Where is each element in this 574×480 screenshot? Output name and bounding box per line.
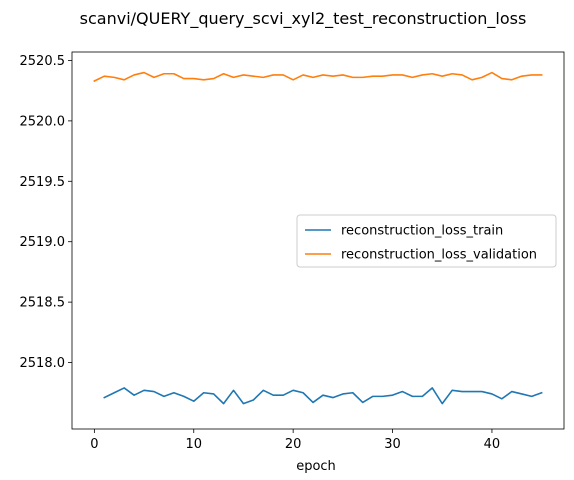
chart-title: scanvi/QUERY_query_scvi_xyl2_test_recons… — [80, 9, 527, 29]
legend-box — [296, 214, 557, 268]
x-axis-label: epoch — [296, 459, 336, 474]
plot-frame — [71, 51, 565, 430]
x-tick-label: 20 — [285, 437, 302, 452]
x-tick-label: 0 — [90, 437, 98, 452]
legend-label-1: reconstruction_loss_validation — [341, 248, 537, 263]
y-tick-label: 2518.0 — [20, 356, 66, 371]
series-line-0 — [103, 387, 543, 405]
plot-area: 0 10 20 30 40 2518.0 2518.5 2519.0 2519.5 2520.0 2… — [20, 51, 565, 452]
legend-label-0: reconstruction_loss_train — [341, 224, 503, 239]
y-tick-label: 2520.0 — [20, 114, 66, 129]
y-tick-label: 2518.5 — [20, 296, 66, 311]
x-tick-label: 10 — [185, 437, 202, 452]
y-tick-label: 2519.5 — [20, 175, 66, 190]
y-tick-label: 2519.0 — [20, 235, 66, 250]
x-tick-label: 30 — [384, 437, 401, 452]
series-line-1 — [93, 71, 543, 83]
x-tick-label: 40 — [484, 437, 501, 452]
y-tick-label: 2520.5 — [20, 54, 66, 69]
